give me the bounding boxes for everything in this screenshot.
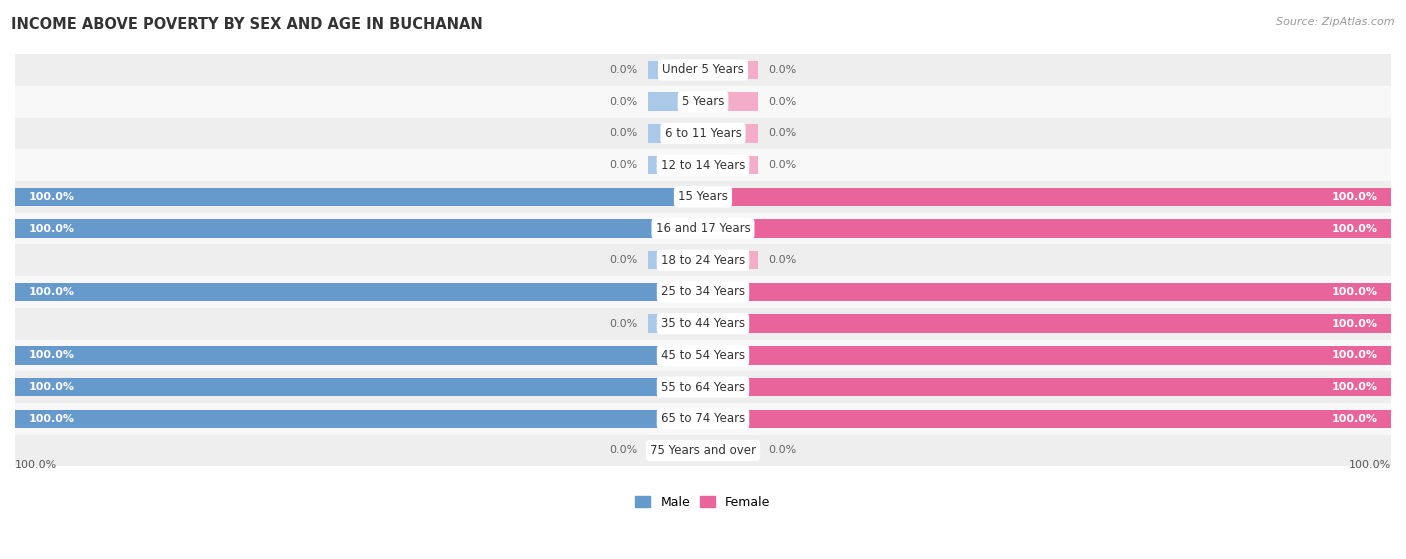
- Text: 0.0%: 0.0%: [609, 65, 638, 75]
- Text: 100.0%: 100.0%: [1331, 287, 1378, 297]
- Bar: [703, 156, 758, 174]
- Bar: [15, 346, 703, 364]
- Text: 0.0%: 0.0%: [609, 319, 638, 329]
- Bar: [15, 54, 1391, 86]
- Legend: Male, Female: Male, Female: [630, 491, 776, 514]
- Text: 100.0%: 100.0%: [28, 382, 75, 392]
- Text: 100.0%: 100.0%: [28, 224, 75, 234]
- Text: 5 Years: 5 Years: [682, 95, 724, 108]
- Bar: [15, 181, 1391, 212]
- Bar: [648, 441, 703, 459]
- Text: 100.0%: 100.0%: [1348, 459, 1391, 470]
- Text: 16 and 17 Years: 16 and 17 Years: [655, 222, 751, 235]
- Text: Under 5 Years: Under 5 Years: [662, 64, 744, 77]
- Bar: [648, 124, 703, 143]
- Bar: [648, 251, 703, 269]
- Bar: [15, 212, 1391, 244]
- Text: 100.0%: 100.0%: [1331, 224, 1378, 234]
- Bar: [15, 117, 1391, 149]
- Bar: [703, 61, 758, 79]
- Text: 18 to 24 Years: 18 to 24 Years: [661, 254, 745, 267]
- Bar: [703, 441, 758, 459]
- Text: 0.0%: 0.0%: [609, 446, 638, 456]
- Text: 100.0%: 100.0%: [28, 192, 75, 202]
- Bar: [648, 92, 703, 111]
- Text: 65 to 74 Years: 65 to 74 Years: [661, 413, 745, 425]
- Text: 0.0%: 0.0%: [768, 97, 797, 107]
- Bar: [15, 371, 1391, 403]
- Text: 0.0%: 0.0%: [609, 129, 638, 139]
- Bar: [703, 378, 1391, 396]
- Text: 100.0%: 100.0%: [28, 350, 75, 361]
- Text: 100.0%: 100.0%: [1331, 414, 1378, 424]
- Bar: [648, 61, 703, 79]
- Bar: [15, 410, 703, 428]
- Bar: [15, 188, 703, 206]
- Text: 0.0%: 0.0%: [768, 65, 797, 75]
- Text: 100.0%: 100.0%: [28, 414, 75, 424]
- Text: 75 Years and over: 75 Years and over: [650, 444, 756, 457]
- Bar: [15, 378, 703, 396]
- Bar: [15, 276, 1391, 308]
- Bar: [703, 410, 1391, 428]
- Bar: [703, 251, 758, 269]
- Bar: [703, 92, 758, 111]
- Bar: [15, 403, 1391, 435]
- Text: 0.0%: 0.0%: [609, 160, 638, 170]
- Text: 0.0%: 0.0%: [768, 160, 797, 170]
- Text: 100.0%: 100.0%: [1331, 192, 1378, 202]
- Text: 45 to 54 Years: 45 to 54 Years: [661, 349, 745, 362]
- Bar: [15, 308, 1391, 339]
- Text: 100.0%: 100.0%: [1331, 382, 1378, 392]
- Text: 0.0%: 0.0%: [609, 97, 638, 107]
- Text: 35 to 44 Years: 35 to 44 Years: [661, 317, 745, 330]
- Text: 100.0%: 100.0%: [15, 459, 58, 470]
- Bar: [648, 315, 703, 333]
- Text: 25 to 34 Years: 25 to 34 Years: [661, 286, 745, 299]
- Text: 0.0%: 0.0%: [609, 255, 638, 265]
- Text: 12 to 14 Years: 12 to 14 Years: [661, 159, 745, 172]
- Bar: [703, 219, 1391, 238]
- Bar: [15, 283, 703, 301]
- Text: INCOME ABOVE POVERTY BY SEX AND AGE IN BUCHANAN: INCOME ABOVE POVERTY BY SEX AND AGE IN B…: [11, 17, 484, 32]
- Text: 0.0%: 0.0%: [768, 255, 797, 265]
- Bar: [703, 124, 758, 143]
- Bar: [703, 283, 1391, 301]
- Text: 100.0%: 100.0%: [1331, 350, 1378, 361]
- Text: 0.0%: 0.0%: [768, 129, 797, 139]
- Text: 15 Years: 15 Years: [678, 190, 728, 203]
- Bar: [15, 149, 1391, 181]
- Text: 100.0%: 100.0%: [28, 287, 75, 297]
- Bar: [648, 156, 703, 174]
- Bar: [703, 188, 1391, 206]
- Text: 6 to 11 Years: 6 to 11 Years: [665, 127, 741, 140]
- Bar: [703, 315, 1391, 333]
- Bar: [15, 339, 1391, 371]
- Text: 100.0%: 100.0%: [1331, 319, 1378, 329]
- Text: 0.0%: 0.0%: [768, 446, 797, 456]
- Text: 55 to 64 Years: 55 to 64 Years: [661, 381, 745, 394]
- Bar: [703, 346, 1391, 364]
- Bar: [15, 244, 1391, 276]
- Bar: [15, 86, 1391, 117]
- Text: Source: ZipAtlas.com: Source: ZipAtlas.com: [1277, 17, 1395, 27]
- Bar: [15, 435, 1391, 466]
- Bar: [15, 219, 703, 238]
